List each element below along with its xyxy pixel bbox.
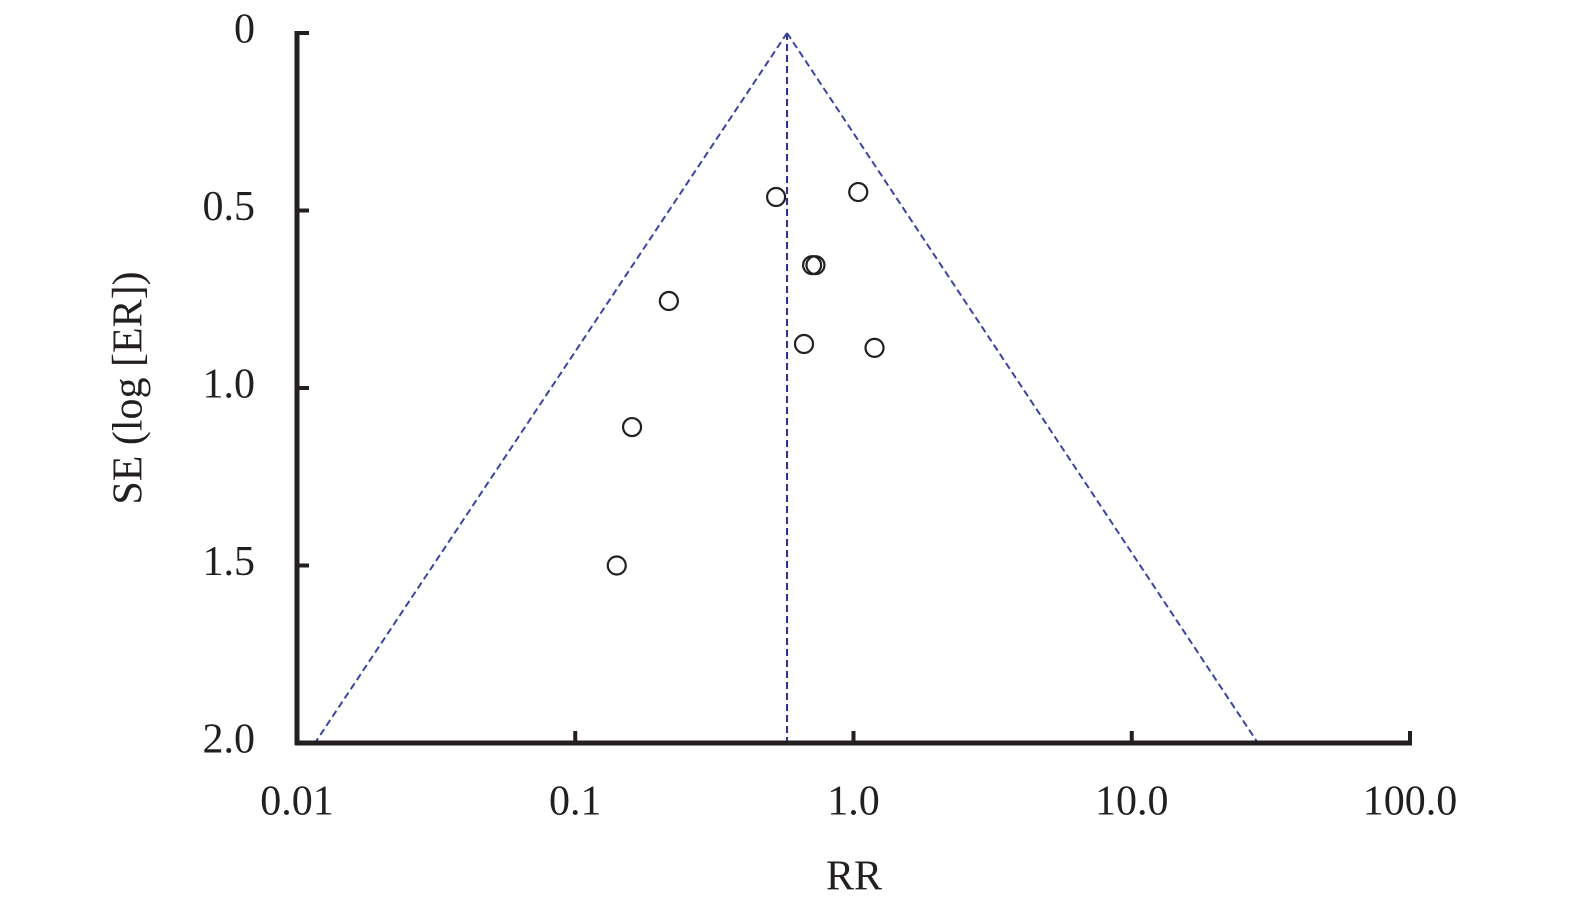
study-point [621,416,643,438]
x-tick-label: 10.0 [1095,779,1169,825]
y-tick-label: 1.0 [203,362,256,408]
x-tick-label: 0.01 [260,779,334,825]
study-point [848,181,869,203]
funnel-line [786,32,1259,744]
study-point [805,255,826,276]
study-point [864,337,885,358]
study-point [765,186,787,208]
y-tick-label: 0 [234,7,255,53]
funnel-line [314,32,788,744]
study-point [606,555,627,576]
x-tick-label: 0.1 [549,779,602,825]
y-tick-label: 1.5 [203,539,256,585]
study-point [793,333,815,355]
study-point [658,290,679,312]
x-tick-label: 100.0 [1363,779,1458,825]
y-tick-label: 0.5 [203,184,256,230]
y-tick-label: 2.0 [203,717,256,763]
y-axis-label: SE (log [ER]) [106,271,152,504]
x-tick-label: 1.0 [827,779,880,825]
x-axis-label: RR [826,854,882,900]
